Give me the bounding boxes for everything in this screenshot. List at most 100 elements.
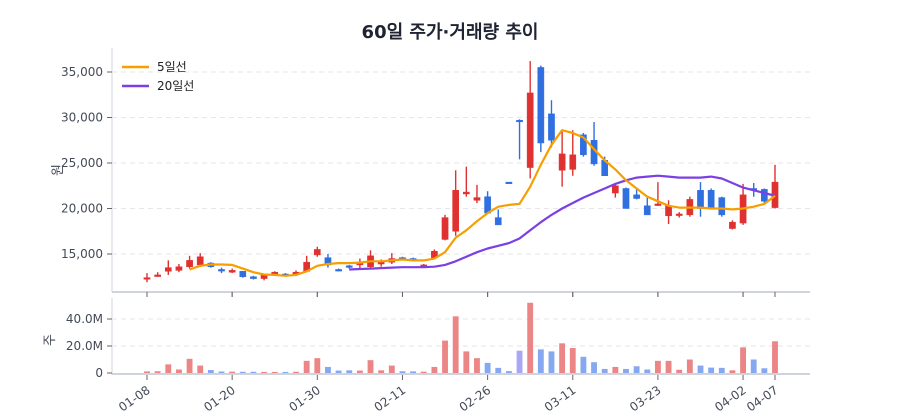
volume-bar [154,371,161,373]
candle-body [239,271,247,278]
volume-bar [718,367,725,373]
candle-body [537,67,545,144]
volume-bar [356,370,363,373]
volume-bar [740,347,746,373]
volume-bar [505,371,512,373]
volume-bar [612,366,619,373]
ma5-line [189,129,776,277]
volume-bar [452,316,459,373]
volume-bar [144,371,150,373]
x-tick-label: 02-11 [372,383,409,414]
volume-axis-label: 주 [43,334,58,346]
volume-bar [729,370,736,373]
candle-body [441,217,449,240]
volume-bar [750,359,757,373]
volume-bar [559,343,566,373]
volume-bar [772,341,778,373]
x-tick-label: 04-07 [744,383,781,414]
candle-body [643,205,651,216]
x-tick-label: 02-26 [457,383,494,414]
volume-bar [335,370,342,373]
candle-body [697,190,704,209]
volume-bar [569,348,576,373]
volume-bar [303,360,310,373]
volume-bar [207,370,214,373]
volume-bar [463,351,470,373]
price-tick-label: 30,000 [61,111,103,125]
volume-bar [261,371,268,373]
candle-body [505,181,513,184]
volume-bar [644,369,651,373]
price-tick-label: 35,000 [61,65,103,79]
candle-body [612,185,619,194]
volume-bar [686,359,693,373]
candle-body [228,270,236,273]
candle-body [186,260,193,267]
volume-bar [601,368,608,373]
candle-body [569,154,577,170]
candle-body [718,197,726,216]
candle-body [452,190,460,232]
volume-bar [293,371,299,373]
candle-body [143,277,151,280]
candle-body [516,119,523,123]
volume-bar [431,366,438,373]
candle-body [345,265,353,268]
candle-body [154,274,161,277]
candle-body [313,249,321,256]
candle-body [494,217,502,226]
candle-body [558,153,566,171]
volume-bar [218,371,225,373]
candle-body [335,269,342,272]
candle-body [196,256,204,266]
candle-body [175,266,183,271]
x-tick-label: 01-20 [201,383,238,414]
candle-body [462,191,470,195]
candle-body [548,113,555,141]
candle-body [218,269,225,272]
volume-bar [527,302,534,373]
candle-body [580,134,587,156]
volume-bar [623,368,629,373]
volume-bar [378,370,385,373]
volume-bar [537,349,544,373]
volume-bar [197,365,204,373]
candle-body [633,194,640,199]
volume-bar [708,367,715,373]
x-tick-label: 04-02 [712,383,749,414]
volume-bar [250,371,257,373]
candle-body [526,92,534,168]
volume-tick-label: 0 [95,366,103,380]
x-tick-label: 03-23 [627,383,664,414]
price-tick-label: 15,000 [61,247,103,261]
volume-bar [410,371,417,373]
candle-body [164,267,172,272]
volume-bar [388,365,395,373]
volume-bar [442,340,448,373]
volume-bar [165,364,172,373]
volume-bar [399,371,406,373]
candle-body [622,188,630,209]
ma20-line [349,174,776,271]
price-tick-label: 20,000 [61,202,103,216]
x-tick-label: 01-08 [116,383,153,414]
volume-bar [346,370,353,373]
candle-body [473,197,481,201]
volume-bar [548,351,555,373]
volume-bar [633,366,640,373]
volume-bar [474,358,480,373]
price-tick-label: 25,000 [61,156,103,170]
candle-body [707,190,715,208]
volume-bar [186,358,193,373]
volume-bar [676,369,683,373]
candle-body [675,213,683,216]
volume-bar [239,371,246,373]
volume-bar [516,350,523,373]
volume-tick-label: 20.0M [66,339,103,353]
volume-bar [314,358,321,373]
volume-bar [271,371,278,373]
candle-body [729,221,736,229]
candle-body [654,203,662,206]
legend-label: 5일선 [157,60,187,74]
